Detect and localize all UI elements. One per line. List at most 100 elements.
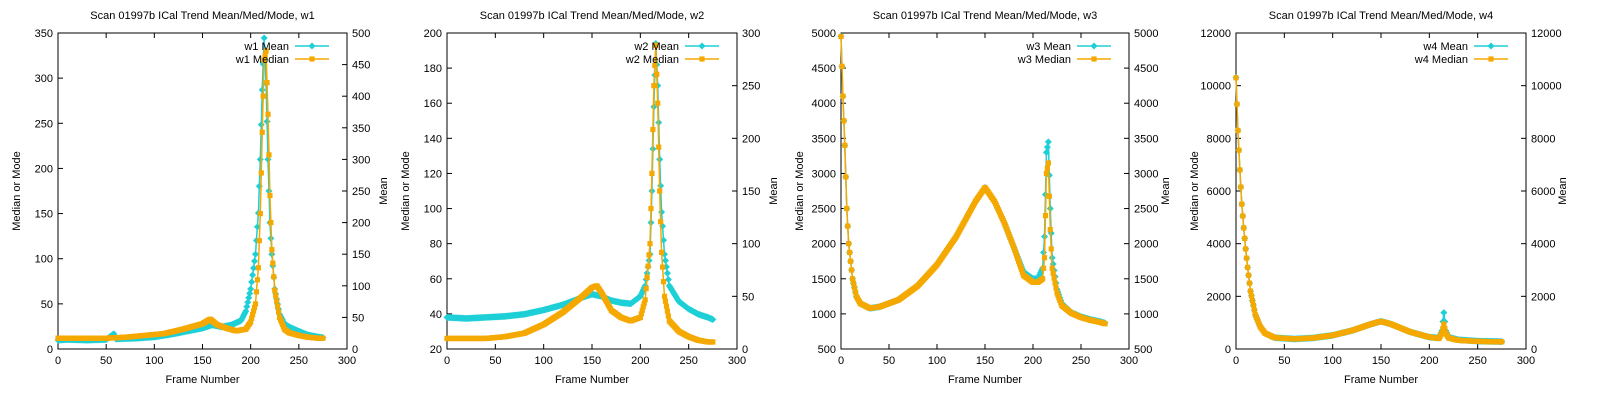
data-point	[839, 63, 845, 69]
y2-tick-label: 12000	[1531, 28, 1562, 40]
y-tick-label: 3500	[812, 133, 836, 145]
legend-label: w2 Median	[625, 54, 679, 66]
y2-tick-label: 2000	[1134, 239, 1158, 251]
data-point	[1233, 75, 1239, 81]
data-point	[638, 311, 644, 317]
x-tick-label: 250	[679, 355, 697, 367]
data-point	[843, 174, 849, 180]
series-median	[444, 42, 716, 345]
data-point	[657, 188, 663, 194]
data-point	[257, 121, 265, 129]
data-point	[256, 238, 262, 244]
y-tick-label: 60	[430, 274, 442, 286]
data-point	[247, 285, 255, 293]
data-point	[642, 297, 648, 303]
data-point	[848, 258, 854, 264]
legend-marker	[699, 56, 705, 62]
data-point	[1019, 269, 1026, 276]
y-tick-label: 1500	[812, 274, 836, 286]
y2-tick-label: 1000	[1134, 309, 1158, 321]
x-tick-label: 100	[145, 355, 163, 367]
data-point	[1499, 339, 1505, 345]
y2-axis-label: Mean	[768, 177, 780, 205]
data-point	[838, 33, 844, 40]
y-tick-label: 1000	[812, 309, 836, 321]
data-point	[249, 312, 256, 318]
data-point	[1241, 225, 1247, 231]
x-tick-label: 0	[838, 355, 844, 367]
y-tick-label: 180	[424, 63, 442, 75]
data-point	[259, 129, 265, 135]
data-point	[658, 219, 664, 225]
y-tick-label: 10000	[1200, 81, 1231, 93]
y-axis-label: Median or Mode	[400, 151, 412, 231]
data-point	[1044, 138, 1052, 146]
data-point	[1045, 160, 1051, 166]
x-tick-label: 250	[1072, 355, 1090, 367]
x-tick-label: 50	[883, 355, 895, 367]
data-point	[320, 335, 326, 341]
data-point	[661, 293, 668, 299]
legend-marker	[308, 42, 316, 50]
data-point	[266, 152, 272, 158]
x-tick-label: 50	[100, 355, 112, 367]
y2-tick-label: 4500	[1134, 63, 1158, 75]
data-point	[1046, 193, 1052, 199]
y-tick-label: 160	[424, 98, 442, 110]
x-tick-label: 0	[1233, 355, 1239, 367]
data-point	[257, 210, 263, 217]
data-point	[656, 144, 662, 150]
data-point	[654, 71, 660, 77]
legend-label: w3 Median	[1017, 54, 1071, 66]
data-point	[844, 205, 850, 212]
x-tick-label: 250	[1468, 355, 1486, 367]
data-point	[1236, 147, 1242, 153]
data-point	[262, 52, 268, 59]
x-tick-label: 150	[976, 355, 994, 367]
y2-tick-label: 450	[352, 60, 370, 72]
x-tick-label: 0	[444, 355, 450, 367]
y2-tick-label: 200	[352, 218, 370, 230]
x-tick-label: 150	[1372, 355, 1390, 367]
y2-tick-label: 5000	[1134, 28, 1158, 40]
series-mean	[1232, 74, 1506, 346]
data-point	[265, 111, 271, 117]
x-tick-label: 150	[583, 355, 601, 367]
data-point	[272, 287, 278, 293]
y2-tick-label: 6000	[1531, 186, 1555, 198]
data-point	[1013, 250, 1019, 256]
plot-frame	[1235, 32, 1527, 350]
data-point	[664, 275, 672, 283]
data-point	[1011, 244, 1017, 250]
data-point	[841, 118, 847, 124]
y2-tick-label: 3000	[1134, 168, 1158, 180]
data-point	[274, 298, 280, 304]
data-point	[658, 208, 666, 216]
y2-tick-label: 400	[352, 91, 370, 103]
y2-tick-label: 150	[742, 186, 760, 198]
data-point	[263, 117, 271, 125]
series-mean	[54, 34, 327, 344]
data-point	[254, 277, 261, 283]
data-point	[1243, 246, 1249, 252]
x-tick-label: 200	[631, 355, 649, 367]
y2-tick-label: 8000	[1531, 133, 1555, 145]
data-point	[1250, 302, 1256, 308]
x-tick-label: 150	[193, 355, 211, 367]
data-point	[1014, 253, 1020, 259]
y-axis-label: Median or Mode	[11, 151, 23, 231]
legend-label: w3 Mean	[1025, 41, 1071, 53]
data-point	[649, 170, 655, 177]
x-tick-label: 300	[1517, 355, 1535, 367]
y2-tick-label: 300	[352, 154, 370, 166]
x-tick-label: 300	[728, 355, 746, 367]
data-point	[1244, 255, 1250, 261]
data-point	[840, 93, 846, 99]
y2-tick-label: 10000	[1531, 81, 1562, 93]
data-point	[852, 289, 858, 295]
x-tick-label: 300	[338, 355, 356, 367]
data-point	[1042, 212, 1049, 219]
legend-label: w4 Median	[1414, 54, 1468, 66]
